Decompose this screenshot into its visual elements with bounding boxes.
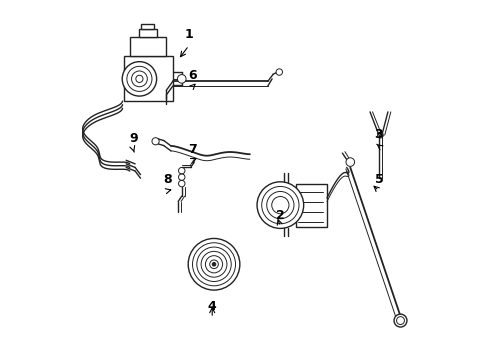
- Text: 8: 8: [163, 173, 171, 186]
- Text: 9: 9: [129, 132, 137, 145]
- Text: 1: 1: [184, 28, 193, 41]
- Circle shape: [261, 186, 298, 224]
- Circle shape: [396, 317, 404, 324]
- Text: 4: 4: [207, 300, 216, 314]
- Circle shape: [377, 132, 383, 138]
- Text: 2: 2: [275, 209, 284, 222]
- Circle shape: [188, 238, 239, 290]
- Text: 6: 6: [188, 69, 196, 82]
- Circle shape: [257, 182, 303, 228]
- Circle shape: [136, 75, 142, 82]
- Circle shape: [177, 75, 185, 83]
- Text: 3: 3: [374, 128, 383, 141]
- FancyBboxPatch shape: [129, 37, 165, 56]
- Circle shape: [122, 62, 156, 96]
- Circle shape: [126, 66, 152, 91]
- Text: 5: 5: [374, 173, 383, 186]
- FancyBboxPatch shape: [140, 24, 154, 29]
- Circle shape: [152, 138, 159, 145]
- Circle shape: [276, 69, 282, 75]
- Circle shape: [131, 71, 147, 87]
- Circle shape: [271, 197, 288, 214]
- Text: 7: 7: [188, 143, 197, 156]
- FancyBboxPatch shape: [124, 56, 172, 101]
- Circle shape: [266, 192, 293, 219]
- Circle shape: [346, 158, 354, 166]
- Circle shape: [212, 262, 215, 266]
- FancyBboxPatch shape: [139, 29, 156, 37]
- FancyBboxPatch shape: [296, 184, 326, 226]
- Circle shape: [393, 314, 406, 327]
